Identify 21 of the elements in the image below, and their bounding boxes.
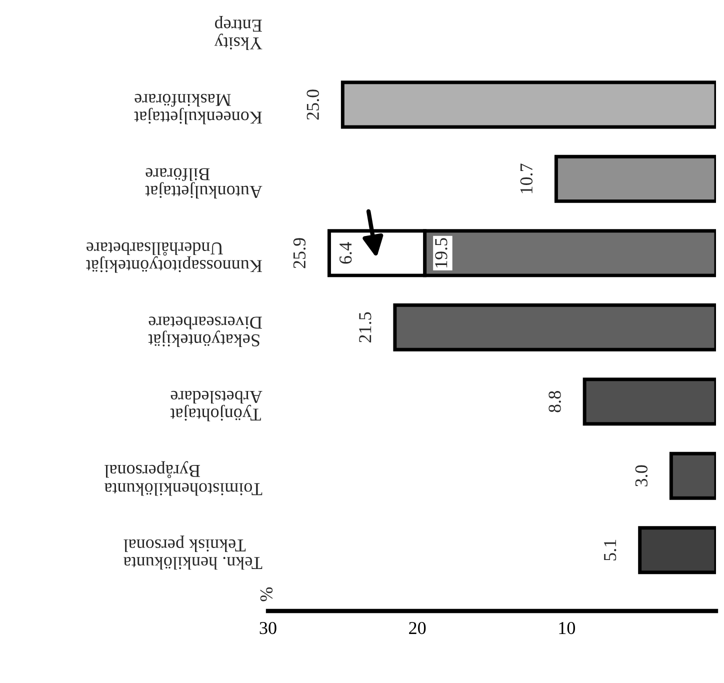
data-label: 6.4 (340, 242, 352, 264)
y-tick-label: Yksity Entrep (214, 16, 262, 50)
data-label: 3.0 (635, 465, 648, 486)
x-tick-label: 30 (260, 622, 276, 634)
y-tick-label: Työnjohtajat Arbetsledare (170, 390, 262, 422)
y-tick-label: Autonkuljettajat Bilförare (145, 168, 262, 198)
annotation: % (260, 587, 273, 602)
y-tick-label: Koneenkuljettajat Maskinförare (134, 94, 262, 124)
data-label: 10.7 (520, 164, 533, 194)
y-tick-label: Tekn. henkilökunta Teknisk personal (124, 536, 262, 570)
y-tick-label: Kunnossapitotyöntekijät Underhållsarbetare (86, 242, 262, 273)
x-tick-label: 10 (559, 622, 576, 634)
total-label: 25.9 (293, 238, 306, 268)
data-label: 25.0 (306, 90, 320, 120)
data-label: 21.5 (359, 312, 372, 342)
data-label: 8.8 (548, 391, 561, 412)
y-tick-label: Sekatyöntekijät Diversearbetare (148, 316, 262, 347)
data-label: 5.1 (604, 540, 616, 560)
x-tick-label: 20 (409, 622, 426, 634)
data-label: 19.5 (435, 238, 448, 268)
y-tick-label: Toimistohenkilökunta Byråpersonal (104, 461, 262, 496)
